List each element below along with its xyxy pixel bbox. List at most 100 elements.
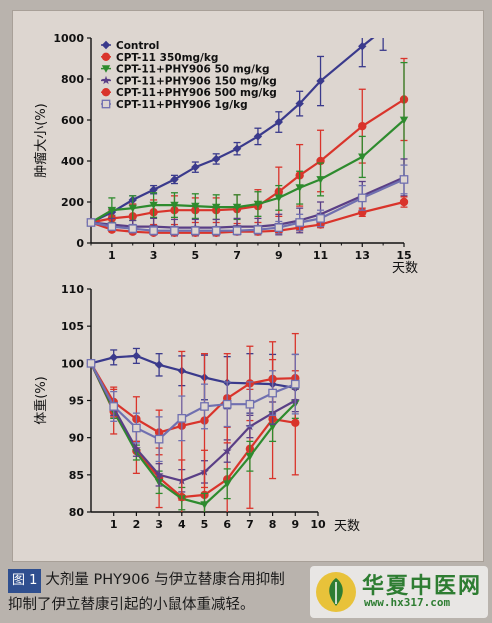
caption-line-2: 抑制了伊立替康引起的小鼠体重减轻。 xyxy=(8,597,255,613)
data-point xyxy=(358,42,367,51)
x-tick-label: 8 xyxy=(269,518,277,531)
data-point xyxy=(316,76,325,86)
y-tick-label: 1000 xyxy=(53,32,84,45)
x-tick-label: 2 xyxy=(133,518,141,531)
data-point xyxy=(268,388,277,398)
y-tick-label: 100 xyxy=(61,357,84,370)
data-point xyxy=(399,175,409,184)
data-point xyxy=(128,224,138,233)
data-point xyxy=(132,423,141,433)
data-point xyxy=(399,197,409,207)
series-line xyxy=(90,362,296,482)
data-point xyxy=(149,201,158,210)
data-point xyxy=(295,99,304,108)
data-point xyxy=(128,204,137,213)
data-point xyxy=(200,402,209,411)
x-tick-label: 5 xyxy=(192,249,200,262)
data-point xyxy=(316,176,325,184)
series-line xyxy=(90,354,296,389)
data-point xyxy=(222,399,232,409)
series-6 xyxy=(86,164,409,236)
leaf-logo-icon xyxy=(316,572,356,612)
legend-entry: CPT-11+PHY906 50 mg/kg xyxy=(116,64,270,76)
legend-marker xyxy=(101,40,111,50)
data-point xyxy=(295,218,305,227)
data-point xyxy=(86,358,96,368)
series-line xyxy=(90,176,405,229)
data-point xyxy=(253,225,263,235)
data-point xyxy=(379,26,387,34)
y-tick-label: 0 xyxy=(76,237,84,250)
caption-line-1: 大剂量 PHY906 与伊立替康合用抑制 xyxy=(45,572,285,588)
data-point xyxy=(170,201,179,210)
data-point xyxy=(358,153,367,162)
data-point xyxy=(212,154,221,164)
series-line xyxy=(90,362,297,506)
data-point xyxy=(245,452,255,461)
y-tick-label: 95 xyxy=(69,395,84,408)
data-point xyxy=(86,218,96,227)
data-point xyxy=(399,116,409,125)
data-point xyxy=(232,226,242,236)
data-point xyxy=(149,226,158,236)
x-tick-label: 1 xyxy=(110,518,118,531)
y-tick-label: 800 xyxy=(61,73,84,86)
x-tick-label: 4 xyxy=(178,518,186,531)
data-point xyxy=(357,193,367,203)
data-point xyxy=(132,444,141,453)
watermark-url: www.hx317.com xyxy=(364,596,451,609)
x-tick-label: 10 xyxy=(310,518,326,531)
data-point xyxy=(191,202,200,211)
x-tick-label: 11 xyxy=(313,249,328,262)
x-tick-label: 7 xyxy=(246,518,254,531)
legend-marker xyxy=(101,65,111,73)
watermark-name: 华夏中医网 xyxy=(362,574,483,599)
data-point xyxy=(295,184,304,192)
data-point xyxy=(191,162,200,172)
data-point xyxy=(177,413,187,423)
legend-entry: CPT-11+PHY906 150 mg/kg xyxy=(116,75,277,87)
y-axis-label: 肿瘤大小(%) xyxy=(33,103,49,178)
data-point xyxy=(290,379,300,389)
data-point xyxy=(316,214,325,223)
data-point xyxy=(211,226,221,236)
series-line xyxy=(90,119,405,224)
series-6 xyxy=(86,353,300,463)
data-point xyxy=(170,175,179,184)
legend-entry: CPT-11+PHY906 500 mg/kg xyxy=(116,87,277,99)
data-point xyxy=(154,360,164,370)
data-point xyxy=(358,121,367,131)
data-point xyxy=(109,353,118,362)
y-tick-label: 105 xyxy=(61,320,84,333)
x-tick-label: 3 xyxy=(150,249,158,262)
data-point xyxy=(268,423,277,431)
data-point xyxy=(212,203,221,212)
x-axis-label: 天数 xyxy=(392,261,418,276)
data-point xyxy=(107,206,117,215)
legend-entry: CPT-11+PHY906 1g/kg xyxy=(116,99,248,111)
data-point xyxy=(245,399,255,409)
series-line xyxy=(90,98,405,224)
figure-label: 图 1 xyxy=(8,569,42,593)
legend-marker xyxy=(101,52,111,61)
y-axis-label: 体重(%) xyxy=(33,376,49,425)
data-point xyxy=(223,480,232,488)
data-point xyxy=(132,351,141,361)
chart-2: 80 85 90 95 100 105 110 1 2 3 4 5 6 7 8 9 10 天数 体重(%) xyxy=(33,283,360,534)
series-line xyxy=(90,362,296,441)
y-tick-label: 110 xyxy=(61,283,84,296)
x-tick-label: 1 xyxy=(108,249,116,262)
data-point xyxy=(274,223,284,232)
legend-entry: Control xyxy=(116,40,159,52)
x-tick-label: 5 xyxy=(201,518,209,531)
y-tick-label: 90 xyxy=(69,432,85,445)
data-point xyxy=(190,226,200,236)
plot-area xyxy=(86,26,409,237)
x-tick-label: 15 xyxy=(396,249,411,262)
data-point xyxy=(170,226,179,236)
site-watermark: 华夏中医网 www.hx317.com xyxy=(310,566,488,618)
x-tick-label: 3 xyxy=(155,518,163,531)
x-axis-label: 天数 xyxy=(334,519,360,534)
data-point xyxy=(109,402,119,411)
